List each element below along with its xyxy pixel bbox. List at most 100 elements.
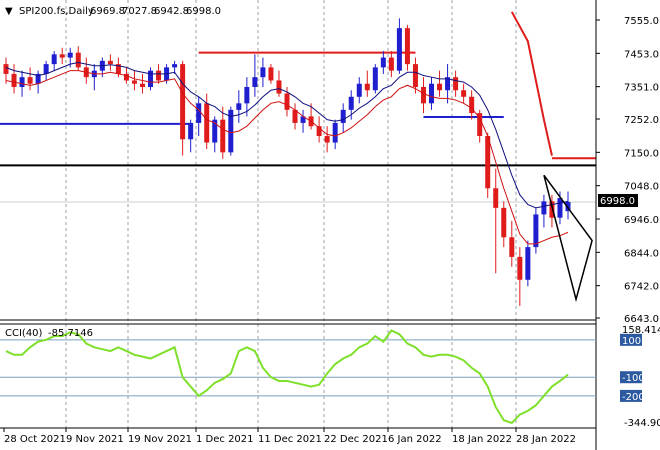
candle-body xyxy=(356,83,362,97)
candle-body xyxy=(429,83,435,104)
candle-body xyxy=(549,201,555,218)
symbol-label: SPI200.fs,Daily xyxy=(19,6,94,17)
candle-body xyxy=(332,122,338,143)
candle-body xyxy=(565,202,571,212)
cci-level-text: -100 xyxy=(622,373,645,384)
candle-body xyxy=(364,83,370,91)
candle-body xyxy=(493,188,499,208)
candle-body xyxy=(188,122,194,140)
candle-body xyxy=(139,83,145,87)
date-axis: 28 Oct 2021 9 Nov 2021 19 Nov 2021 1 Dec 20… xyxy=(3,428,576,445)
candle-body xyxy=(533,214,539,248)
candle-body xyxy=(35,73,41,84)
candle-body xyxy=(123,73,129,81)
cci-min-label: -344.901 xyxy=(624,418,660,429)
price-tick-label: 7555.0 xyxy=(624,16,659,27)
candle-body xyxy=(75,52,81,68)
ohlc-high: 7027.8 xyxy=(122,6,157,17)
candle-body xyxy=(541,201,547,215)
price-tick-label: 6643.0 xyxy=(624,314,659,325)
candle-body xyxy=(420,86,426,104)
candle-body xyxy=(107,60,113,65)
price-axis: 7555.0 7453.0 7351.0 7252.0 7150.0 7048.0 6946… xyxy=(596,16,659,325)
candle-body xyxy=(509,237,515,257)
candle-body xyxy=(43,64,49,74)
candle-body xyxy=(404,28,410,65)
cci-levels xyxy=(0,339,596,397)
candle-body xyxy=(380,57,386,68)
ma-fast-line xyxy=(5,70,569,245)
candle-body xyxy=(557,198,563,218)
price-tick-label: 7252.0 xyxy=(624,115,659,126)
candle-body xyxy=(517,256,523,280)
collapse-marker-icon[interactable]: ▼ xyxy=(5,6,13,17)
cci-label: CCI(40) xyxy=(5,328,43,339)
candle-body xyxy=(372,67,378,91)
candle-body xyxy=(19,77,25,87)
price-tick-label: 7048.0 xyxy=(624,182,659,193)
candle-body xyxy=(51,54,57,65)
triangle-pattern xyxy=(543,174,593,303)
price-tick-label: 6946.0 xyxy=(624,215,659,226)
ohlc-close: 6998.0 xyxy=(186,6,221,17)
date-tick-label: 19 Nov 2021 xyxy=(128,434,192,445)
candle-body xyxy=(180,64,186,140)
cci-level-text: -200 xyxy=(622,392,645,403)
cci-level-badge xyxy=(620,389,642,402)
candle-body xyxy=(501,207,507,238)
candle-body xyxy=(485,135,491,189)
date-tick-label: 1 Dec 2021 xyxy=(196,434,254,445)
price-tick-label: 7150.0 xyxy=(624,148,659,159)
date-tick-label: 9 Nov 2021 xyxy=(66,434,124,445)
candle-body xyxy=(461,90,467,97)
candle-body xyxy=(348,96,354,110)
moving-averages xyxy=(5,61,569,245)
candle-body xyxy=(412,64,418,87)
date-tick-label: 28 Jan 2022 xyxy=(516,434,576,445)
candle-body xyxy=(196,103,202,123)
candle-body xyxy=(284,93,290,110)
steep-trend-line xyxy=(510,11,553,156)
ohlc-open: 6969.8 xyxy=(90,6,125,17)
candle-body xyxy=(3,64,9,74)
candle-body xyxy=(437,83,443,91)
candle-body xyxy=(292,109,298,123)
candle-body xyxy=(220,119,226,153)
svg-text:6998.0: 6998.0 xyxy=(600,196,635,207)
cci-level-badge xyxy=(620,333,642,346)
candle-body xyxy=(260,67,266,78)
annotation-lines xyxy=(510,11,593,303)
price-tick-label: 6742.0 xyxy=(624,282,659,293)
ma-slow-line xyxy=(5,61,569,209)
current-price-badge: 6998.0 xyxy=(598,194,638,207)
ohlc-low: 6942.8 xyxy=(154,6,189,17)
cci-level-text: 100 xyxy=(622,336,641,347)
candle-body xyxy=(268,67,274,81)
date-tick-label: 11 Dec 2021 xyxy=(258,434,322,445)
candle-body xyxy=(324,135,330,143)
candle-body xyxy=(316,126,322,136)
cci-max-label: 158.4144 xyxy=(622,325,660,336)
candle-body xyxy=(236,103,242,110)
price-tick-label: 7453.0 xyxy=(624,49,659,60)
candle-body xyxy=(131,80,137,84)
candles xyxy=(3,18,571,306)
candle-body xyxy=(204,103,210,143)
price-tick-label: 6844.0 xyxy=(624,248,659,259)
candle-body xyxy=(212,119,218,143)
candle-body xyxy=(525,247,531,280)
candle-body xyxy=(27,77,33,84)
candle-body xyxy=(148,70,154,87)
candle-body xyxy=(469,96,475,114)
candle-body xyxy=(396,28,402,71)
candle-body xyxy=(67,52,73,58)
candle-body xyxy=(172,64,178,68)
cci-line xyxy=(5,329,569,425)
candle-body xyxy=(59,54,65,58)
candle-body xyxy=(11,73,17,87)
candle-body xyxy=(340,109,346,123)
candle-body xyxy=(156,70,162,81)
candle-body xyxy=(445,77,451,91)
